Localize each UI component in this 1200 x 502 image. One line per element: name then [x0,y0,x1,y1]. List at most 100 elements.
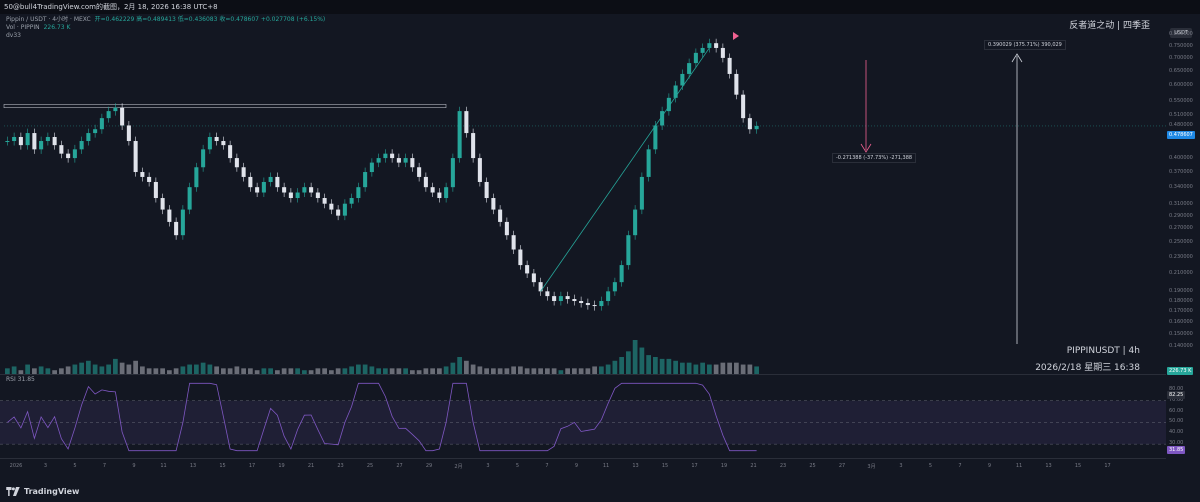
time-tick: 5 [928,463,933,469]
volume-bar [167,370,172,374]
price-tick: 0.210000 [1169,270,1193,277]
time-tick: 21 [307,463,315,469]
rsi-axis[interactable]: 80.00 70.00 60.00 50.00 40.00 30.00 [1166,374,1200,458]
volume-bar [194,364,199,374]
volume-bar [646,355,651,374]
time-axis[interactable]: 2026 3 5 7 9 11 13 15 17 19 21 23 25 27 29 2月 3 5 7 9 11 13 15… [0,458,1166,473]
volume-bar [727,362,732,374]
volume-bar [592,366,597,374]
volume-bar [52,370,57,374]
volume-bar [437,368,442,374]
candle-body [626,235,631,266]
main-chart[interactable] [0,14,1166,374]
price-tick: 0.190000 [1169,288,1193,295]
candle-body [545,291,550,297]
volume-bar [288,368,294,374]
volume-bar [572,368,577,374]
volume-bar [86,360,91,374]
volume-bar [369,366,375,374]
current-price-label: 0.478607 [1167,131,1195,139]
volume-bar [626,351,631,374]
candle-body [147,176,152,182]
tradingview-logo-icon [6,486,20,496]
volume-bar [666,358,672,374]
candle-body [592,305,597,307]
candle-body [288,192,293,199]
candle-body [525,265,530,274]
candle-body [86,133,91,142]
footer: TradingView [0,480,1200,502]
volume-bar [403,368,408,374]
rsi-tick: 50.00 [1169,418,1184,425]
time-tick: 15 [219,463,226,469]
volume-bar [187,364,192,374]
volume-bar [504,368,510,374]
rsi-chart [0,382,1166,452]
candle-body [693,52,698,64]
price-tick: 0.600000 [1169,82,1193,89]
price-tick: 0.290000 [1169,212,1193,219]
candle-body [160,198,165,210]
volume-bar [295,368,300,374]
time-tick: 29 [425,463,433,469]
candle-body [464,111,469,134]
volume-bar [45,368,51,374]
measure-down-label[interactable]: -0.271388 (-37.73%) -271,388 [832,153,917,163]
candle-body [133,141,138,173]
volume-bar [491,368,496,374]
volume-bar [673,360,678,374]
volume-bar [59,368,64,374]
volume-bar [396,368,402,374]
candle-body [707,43,712,48]
candle-body [660,111,665,126]
volume-line[interactable]: Vol · PIPPIN [6,24,40,31]
candle-body [498,209,503,222]
volume-bar [734,362,739,374]
candle-body [471,133,476,159]
volume-bar [659,358,665,374]
candle-body [214,136,219,142]
volume-bar [302,370,307,374]
volume-bar [450,362,456,374]
candle-body [653,125,658,150]
time-tick: 19 [720,463,728,469]
time-tick: 5 [515,463,520,469]
price-tick: 0.650000 [1169,68,1193,75]
measure-up-label[interactable]: 0.390029 (375.71%) 390,029 [984,40,1066,50]
price-tick: 0.160000 [1169,319,1193,326]
candle-body [585,303,590,306]
volume-bar [416,370,422,374]
volume-bar [38,366,44,374]
volume-bar [173,368,179,374]
volume-bar [693,364,699,374]
candle-body [720,47,725,58]
time-tick: 3 [486,463,490,469]
volume-bar [443,366,449,374]
tradingview-brand[interactable]: TradingView [24,486,80,496]
rsi-panel[interactable] [0,374,1166,459]
candle-body [25,133,30,146]
indicator-line[interactable]: dv33 [6,32,21,39]
volume-bar [329,370,334,374]
candle-body [612,282,617,292]
candle-body [315,192,320,199]
volume-bar [497,368,503,374]
volume-bar [79,362,84,374]
symbol-line[interactable]: Pippin / USDT · 4小时 · MEXC [6,16,91,23]
candle-body [356,187,361,199]
candle-body [221,141,226,146]
candle-body [444,187,449,199]
volume-bar [430,368,435,374]
price-axis[interactable]: 0.800000 0.750000 0.700000 0.650000 0.600000… [1166,14,1200,374]
volume-bar [32,368,37,374]
candle-body [700,47,705,53]
rsi-tick: 40.00 [1169,429,1184,436]
candle-body [295,192,300,199]
rsi-legend[interactable]: RSI 31.85 [6,376,35,383]
currency-button[interactable]: USDT [1170,28,1192,38]
time-tick: 27 [838,463,846,469]
measure-down-arrowhead [860,143,872,153]
candle-body [126,125,131,142]
rsi-line [7,382,757,452]
candle-body [153,181,158,199]
